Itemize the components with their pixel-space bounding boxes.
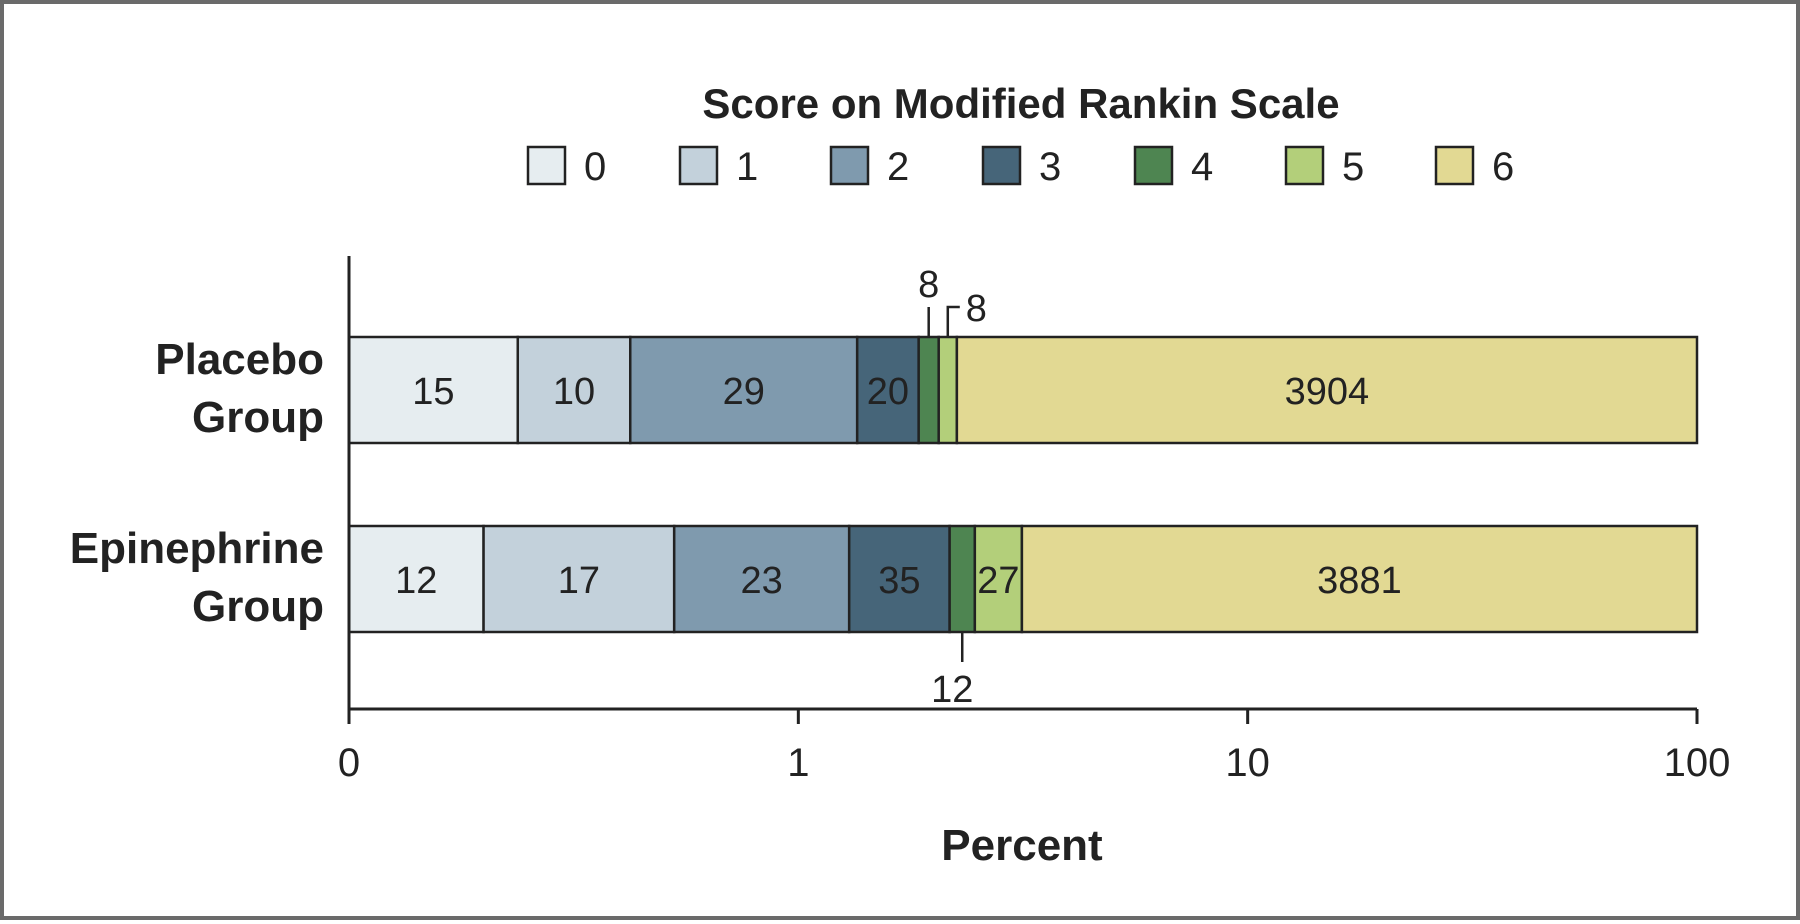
bar-segment-placebo-score-0 [347,335,520,445]
callout-line-placebo-score-5 [946,305,960,337]
bar-segment-epinephrine-score-5 [973,524,1024,634]
category-label-placebo-line-1: Placebo [155,335,324,384]
legend-swatch-5 [1284,145,1325,186]
bar-segment-epinephrine-score-0 [347,524,485,634]
x-tick-label-10: 10 [1225,741,1270,785]
legend: 0 1 2 3 4 5 6 [526,145,1514,189]
bar-segment-epinephrine-score-3 [847,524,951,634]
segment-label-epinephrine-score-4: 12 [931,669,973,711]
legend-swatch-0 [526,145,567,186]
x-tick-label-1: 1 [787,741,809,785]
bar-segment-placebo-score-5 [937,335,959,445]
bar-segment-placebo-score-6 [955,335,1699,445]
segment-label-epinephrine-score-3: 35 [878,560,920,602]
segment-label-placebo-score-2: 29 [723,371,765,413]
legend-swatch-6 [1434,145,1475,186]
segment-label-placebo-score-4: 8 [918,264,939,306]
bar-segment-placebo-score-1 [516,335,632,445]
segment-label-placebo-score-5: 8 [966,288,987,330]
legend-label-5: 5 [1342,145,1364,189]
category-label-epinephrine-line-2: Group [192,582,324,631]
segment-label-epinephrine-score-0: 12 [395,560,437,602]
legend-swatch-1 [678,145,719,186]
segment-label-epinephrine-score-6: 3881 [1317,560,1402,602]
bar-segment-placebo-score-2 [629,335,859,445]
category-label-placebo-line-2: Group [192,393,324,442]
segment-label-placebo-score-1: 10 [553,371,595,413]
legend-label-4: 4 [1191,145,1213,189]
bar-segment-epinephrine-score-6 [1020,524,1699,634]
segment-label-placebo-score-6: 3904 [1285,371,1370,413]
bar-segment-epinephrine-score-4 [948,524,977,634]
segment-label-epinephrine-score-5: 27 [977,560,1019,602]
legend-title: Score on Modified Rankin Scale [702,80,1339,127]
bars: 15 10 29 20 88 3904 Placebo Group 12 17 23 35 12 27 38… [70,264,1699,711]
legend-swatch-4 [1133,145,1174,186]
segment-label-placebo-score-0: 15 [412,371,454,413]
legend-label-6: 6 [1492,145,1514,189]
segment-label-epinephrine-score-1: 17 [558,560,600,602]
x-tick-label-0: 0 [338,741,360,785]
legend-label-1: 1 [736,145,758,189]
legend-label-0: 0 [584,145,606,189]
x-axis-label: Percent [941,821,1103,870]
legend-label-3: 3 [1039,145,1061,189]
segment-label-epinephrine-score-2: 23 [741,560,783,602]
legend-label-2: 2 [887,145,909,189]
legend-swatch-2 [829,145,870,186]
segment-label-placebo-score-3: 20 [867,371,909,413]
x-tick-label-100: 100 [1664,741,1731,785]
bar-segment-placebo-score-4 [917,335,940,445]
axes: 0 1 10 100 [338,256,1731,785]
category-label-epinephrine-line-1: Epinephrine [70,524,324,573]
legend-swatch-3 [981,145,1022,186]
